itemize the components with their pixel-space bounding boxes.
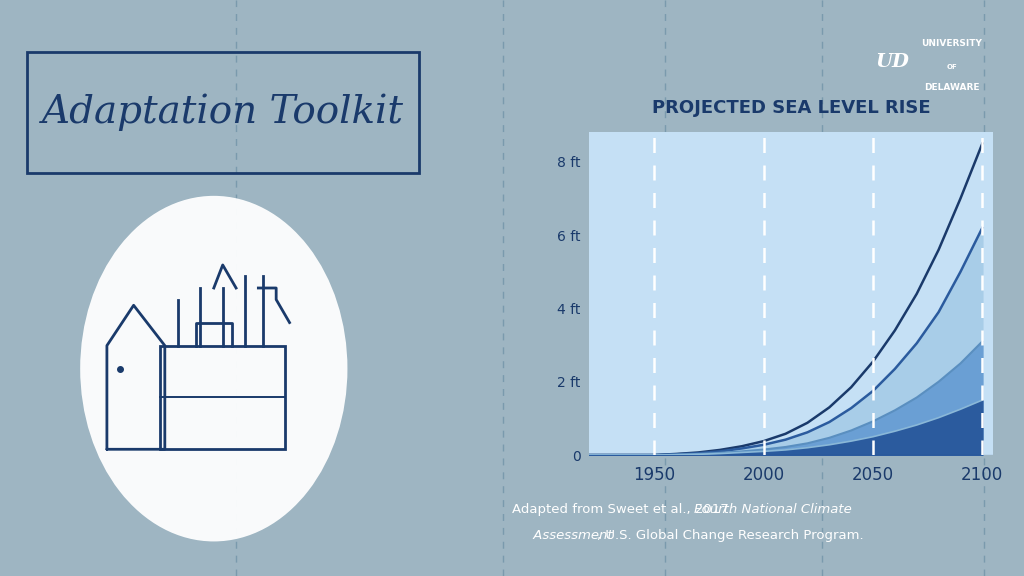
Text: Fourth National Climate: Fourth National Climate	[694, 503, 852, 516]
Text: DELAWARE: DELAWARE	[924, 82, 979, 92]
Text: Adaptation Toolkit: Adaptation Toolkit	[42, 93, 403, 131]
Text: Adapted from Sweet et al., 2017.: Adapted from Sweet et al., 2017.	[512, 503, 737, 516]
Text: UD: UD	[876, 53, 909, 71]
Text: OF: OF	[946, 64, 956, 70]
Text: Assessment: Assessment	[512, 529, 612, 542]
Title: PROJECTED SEA LEVEL RISE: PROJECTED SEA LEVEL RISE	[651, 99, 931, 117]
Text: UNIVERSITY: UNIVERSITY	[922, 39, 982, 48]
Circle shape	[80, 196, 347, 541]
Text: , U.S. Global Change Research Program.: , U.S. Global Change Research Program.	[597, 529, 863, 542]
